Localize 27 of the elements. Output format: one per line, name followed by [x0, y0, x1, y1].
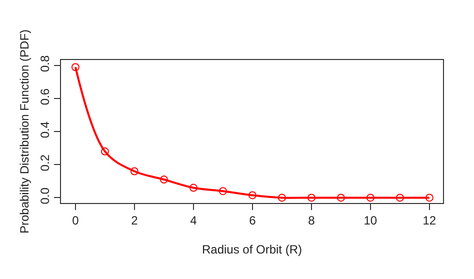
y-axis-title: Probability Distribution Function (PDF) [18, 29, 32, 234]
point [189, 184, 198, 192]
x-tick-label: 10 [364, 213, 378, 228]
point [100, 147, 109, 156]
point [160, 176, 168, 184]
point [248, 191, 256, 200]
y-tick-label: 0.6 [38, 88, 52, 106]
y-tick-label: 0.4 [38, 121, 52, 138]
point [396, 194, 404, 202]
point [366, 194, 374, 202]
point [71, 63, 80, 72]
y-tick-label: 0.8 [38, 54, 52, 72]
x-tick-label: 4 [190, 213, 198, 228]
point [278, 194, 286, 202]
point [307, 194, 316, 202]
x-tick-label: 2 [131, 213, 138, 228]
x-tick-label: 6 [249, 213, 256, 228]
x-tick-label: 8 [308, 213, 316, 228]
x-axis-title: Radius of Orbit (R) [202, 242, 302, 256]
point [425, 194, 434, 202]
y-tick-label: 0.0 [38, 187, 52, 204]
point [130, 167, 138, 176]
point [336, 194, 345, 202]
x-tick-label: 0 [72, 213, 80, 228]
y-tick-label: 0.2 [38, 154, 52, 172]
point [218, 187, 227, 196]
x-tick-label: 12 [422, 213, 436, 228]
